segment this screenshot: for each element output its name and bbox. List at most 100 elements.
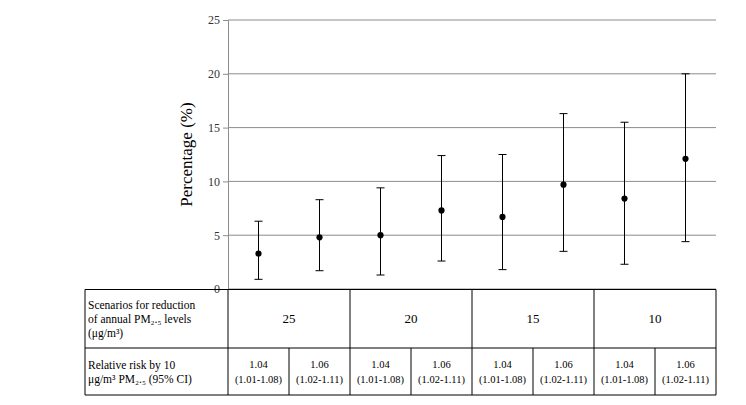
table-cell: 1.04 (371, 359, 390, 370)
grid-line (228, 235, 716, 236)
table-rule (472, 290, 473, 349)
table-rule (594, 290, 595, 349)
y-tick: 15 (208, 121, 228, 135)
table-rule (350, 348, 351, 395)
error-cap-lower (438, 261, 446, 262)
row-label: of annual PM₂.₅ levels (88, 313, 192, 325)
error-cap-lower (560, 251, 568, 252)
row-label: Relative risk by 10 (88, 359, 175, 372)
error-bar (499, 155, 507, 270)
table-rule (594, 348, 595, 395)
error-bar-line (258, 221, 259, 279)
y-tick-label: 5 (214, 229, 220, 243)
y-tick-mark (223, 235, 228, 236)
error-bar-line (624, 122, 625, 264)
table-cell: (1.02-1.11) (418, 374, 465, 386)
error-bar (438, 156, 446, 261)
error-cap-lower (621, 264, 629, 265)
point (560, 182, 566, 188)
error-cap-upper (621, 122, 629, 123)
error-cap-upper (682, 73, 690, 74)
y-tick-mark (223, 181, 228, 182)
y-tick-label: 20 (208, 67, 220, 81)
table-cell: (1.01-1.08) (235, 374, 283, 386)
y-tick-label: 15 (208, 121, 220, 135)
error-cap-lower (499, 269, 507, 270)
y-tick: 25 (208, 13, 228, 27)
error-bar (377, 188, 385, 275)
error-bar (560, 114, 568, 252)
table-cell: 1.06 (432, 359, 450, 370)
grid-line (228, 181, 716, 182)
grid (228, 20, 716, 289)
point (255, 250, 261, 256)
y-tick: 5 (214, 229, 228, 243)
error-bar (682, 74, 690, 242)
table-cell: 10 (649, 311, 662, 326)
table-cell: 1.04 (493, 359, 512, 370)
table-rule (85, 290, 86, 396)
point (438, 207, 444, 213)
point (316, 234, 322, 240)
table-cell: (1.02-1.11) (540, 374, 587, 386)
error-cap-lower (316, 270, 324, 271)
error-cap-upper (560, 113, 568, 114)
y-tick: 10 (208, 175, 228, 189)
y-axis-line (223, 21, 229, 290)
row-label: (μg/m³) (88, 327, 123, 340)
table-cell: 1.04 (249, 359, 268, 370)
y-tick-mark (223, 20, 228, 21)
table-rule (411, 348, 412, 395)
table-cell: 1.04 (615, 359, 634, 370)
table-cell: (1.01-1.08) (479, 374, 527, 386)
error-bar (621, 122, 629, 264)
table-rule (655, 348, 656, 395)
error-cap-lower (377, 275, 385, 276)
table-rule (85, 348, 716, 349)
error-cap-lower (255, 279, 263, 280)
table-rule (85, 289, 716, 290)
error-bar (316, 200, 324, 271)
point (682, 156, 688, 162)
table: Scenarios for reduction of annual PM₂.₅ l… (85, 290, 716, 396)
y-tick-mark (223, 128, 228, 129)
table-cell: (1.01-1.08) (357, 374, 405, 386)
table-cell: 25 (283, 311, 296, 326)
y-axis-title: Percentage (%) (177, 102, 196, 206)
y-tick-mark (223, 74, 228, 75)
y-tick-label: 25 (208, 13, 220, 27)
table-cell: 1.06 (554, 359, 572, 370)
table-cell: (1.01-1.08) (601, 374, 649, 386)
error-cap-upper (438, 155, 446, 156)
table-rule (350, 290, 351, 349)
table-cell: (1.02-1.11) (662, 374, 709, 386)
marks (255, 74, 690, 280)
point (621, 196, 627, 202)
table-cell: 15 (527, 311, 540, 326)
table-cell: (1.02-1.11) (296, 374, 343, 386)
y-tick: 20 (208, 67, 228, 81)
table-rule (85, 395, 716, 396)
point (377, 232, 383, 238)
table-cell: 1.06 (310, 359, 328, 370)
error-bar-line (380, 188, 381, 275)
error-bar (255, 221, 263, 279)
table-rule (289, 348, 290, 395)
table-rule (716, 290, 717, 396)
grid-line (228, 73, 716, 74)
grid-line (228, 20, 716, 21)
row-label: μg/m³ PM₂.₅ (95% CI) (88, 373, 192, 386)
error-cap-upper (377, 187, 385, 188)
table-rule (472, 348, 473, 395)
y-tick-label: 10 (208, 175, 220, 189)
error-cap-lower (682, 241, 690, 242)
error-cap-upper (499, 154, 507, 155)
error-cap-upper (255, 221, 263, 222)
error-bar-line (502, 155, 503, 270)
row-label: Scenarios for reduction (88, 299, 196, 311)
error-cap-upper (316, 199, 324, 200)
table-rule (228, 290, 229, 396)
grid-line (228, 127, 716, 128)
table-cell: 20 (405, 311, 418, 326)
y-axis: 0510152025 (208, 13, 229, 296)
